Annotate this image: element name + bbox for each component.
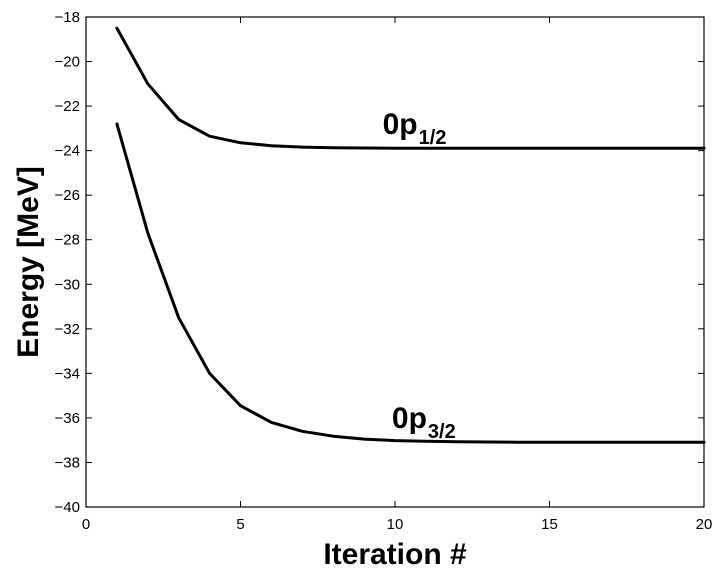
y-tick-label: −26 — [55, 187, 80, 204]
y-tick-label: −36 — [55, 410, 80, 427]
y-tick-label: −18 — [55, 9, 80, 26]
annotation-subscript: 3/2 — [428, 421, 456, 443]
y-tick-label: −30 — [55, 276, 80, 293]
x-tick-label: 15 — [541, 516, 558, 533]
y-tick-label: −40 — [55, 499, 80, 516]
y-tick-label: −38 — [55, 454, 80, 471]
y-tick-label: −34 — [55, 365, 80, 382]
y-axis-label: Energy [MeV] — [12, 166, 45, 358]
annotation-main: 0p — [383, 108, 418, 141]
y-tick-label: −24 — [55, 143, 80, 160]
y-tick-label: −20 — [55, 54, 80, 71]
x-tick-label: 20 — [696, 516, 713, 533]
series-line-1 — [115, 122, 706, 444]
annotation-main: 0p — [392, 402, 427, 435]
y-tick-label: −28 — [55, 232, 80, 249]
curve-annotation-0: 0p1/2 — [383, 108, 447, 149]
x-axis-label: Iteration # — [323, 538, 467, 571]
x-tick-label: 5 — [236, 516, 244, 533]
axis-ticks: 0 5 10 15 20 −40 −38 −36 −34 −32 −30 −28 −26 −24 −22 −2… — [55, 9, 713, 533]
y-tick-label: −22 — [55, 98, 80, 115]
annotation-subscript: 1/2 — [419, 127, 447, 149]
curve-annotation-1: 0p3/2 — [392, 402, 456, 443]
x-tick-label: 10 — [387, 516, 404, 533]
y-tick-label: −32 — [55, 321, 80, 338]
series-line-0 — [115, 26, 706, 150]
x-tick-label: 0 — [82, 516, 90, 533]
series-lines — [115, 26, 706, 444]
